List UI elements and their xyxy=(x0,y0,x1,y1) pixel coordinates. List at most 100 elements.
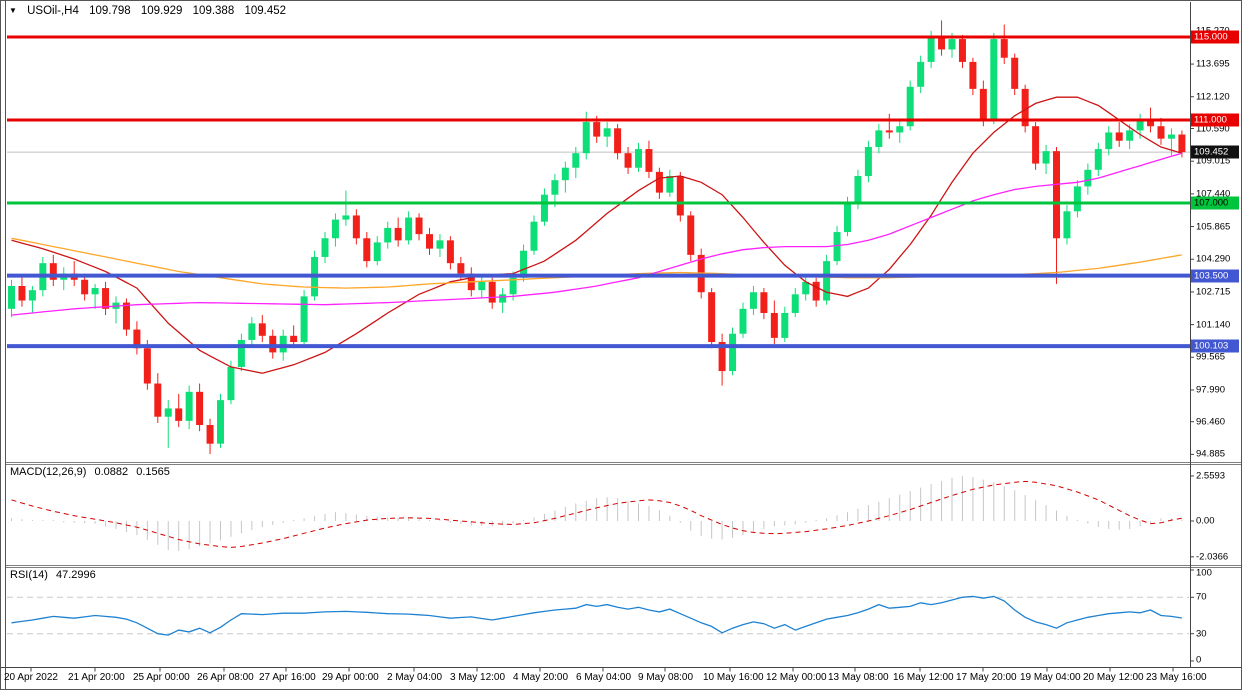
price-line-badge: 111.000 xyxy=(1191,113,1239,127)
candle-body xyxy=(342,215,350,220)
candle-body xyxy=(1157,126,1165,139)
macd-scale-label: 2.5593 xyxy=(1196,470,1226,482)
candle-body xyxy=(488,281,496,303)
candle-body xyxy=(844,203,851,233)
rsi-scale-label: 30 xyxy=(1196,628,1207,640)
candle-body xyxy=(635,149,642,168)
time-axis-label: 29 Apr 00:00 xyxy=(322,672,379,683)
candle-body xyxy=(28,290,36,301)
time-axis-label: 26 Apr 08:00 xyxy=(197,672,254,683)
macd-histogram xyxy=(11,476,1183,551)
candle-body xyxy=(1042,151,1050,164)
macd-indicator-label: MACD(12,26,9) 0.0882 0.1565 xyxy=(10,466,175,478)
candle-body xyxy=(164,408,172,417)
close-value: 109.452 xyxy=(244,5,287,17)
candle-body xyxy=(1021,88,1029,127)
candle-body xyxy=(499,294,507,303)
price-line-badge: 109.452 xyxy=(1191,145,1239,159)
price-line-badge: 107.000 xyxy=(1191,196,1239,210)
candle-body xyxy=(196,391,204,426)
candle-body xyxy=(446,240,454,264)
candle-body xyxy=(645,149,653,172)
time-axis-label: 17 May 20:00 xyxy=(956,672,1017,683)
candle-body xyxy=(802,281,810,295)
rsi-line xyxy=(11,595,1182,636)
ma-line-magenta xyxy=(11,152,1183,316)
candle-body xyxy=(739,308,747,334)
candle-body xyxy=(1167,134,1175,139)
price-tick-label: 109.015 xyxy=(1196,155,1231,167)
candle-body xyxy=(509,277,517,295)
candle-body xyxy=(875,130,883,147)
candle-body xyxy=(300,296,308,343)
candle-body xyxy=(561,167,569,181)
candle-body xyxy=(217,400,224,444)
candle-body xyxy=(885,130,893,133)
candle-body xyxy=(258,323,266,336)
candle-body xyxy=(1094,149,1102,170)
time-axis-label: 27 Apr 16:00 xyxy=(259,672,316,683)
price-line-badge: 115.000 xyxy=(1191,30,1239,44)
time-axis-label: 19 May 04:00 xyxy=(1020,672,1081,683)
candle-body xyxy=(979,88,987,120)
price-tick-label: 101.140 xyxy=(1196,319,1231,331)
time-axis-label: 10 May 16:00 xyxy=(703,672,764,683)
candle-body xyxy=(854,176,862,203)
macd-signal-line xyxy=(11,480,1182,548)
candle-body xyxy=(906,86,914,127)
candle-body xyxy=(290,335,298,343)
ma-line-red xyxy=(11,96,1183,374)
candle-body xyxy=(572,153,580,168)
price-tick-label: 105.865 xyxy=(1196,221,1231,233)
open-value: 109.798 xyxy=(89,5,131,17)
candle-body xyxy=(624,153,632,168)
candle-body xyxy=(927,37,935,62)
candle-body xyxy=(478,281,486,291)
time-axis-label: 20 Apr 2022 xyxy=(4,672,58,683)
symbol-timeframe-label: USOil-,H4 xyxy=(27,5,79,17)
price-tick-label: 110.590 xyxy=(1196,123,1230,134)
candle-body xyxy=(415,217,423,235)
price-tick-label: 113.695 xyxy=(1196,58,1230,70)
candle-body xyxy=(948,39,956,50)
candle-body xyxy=(91,288,99,295)
candle-body xyxy=(227,366,235,401)
candle-body xyxy=(384,227,392,243)
rsi-scale-label: 0 xyxy=(1196,654,1202,666)
candle-body xyxy=(133,329,141,349)
candle-body xyxy=(331,219,339,239)
candle-body xyxy=(729,333,737,372)
candle-body xyxy=(781,312,789,338)
candle-body xyxy=(676,176,684,216)
candle-body xyxy=(791,294,799,313)
candle-body xyxy=(708,292,716,343)
candle-body xyxy=(1178,134,1186,153)
candle-body xyxy=(237,339,245,367)
candle-body xyxy=(143,348,151,384)
candle-body xyxy=(864,146,872,177)
candle-body xyxy=(540,194,548,222)
price-tick-label: 96.460 xyxy=(1196,416,1226,428)
candle-body xyxy=(352,215,360,239)
candle-body xyxy=(248,323,256,340)
rsi-scale-label: 70 xyxy=(1196,591,1207,603)
candle-body xyxy=(185,391,193,421)
time-axis-label: 9 May 08:00 xyxy=(638,672,694,683)
candle-body xyxy=(749,292,757,309)
candle-body xyxy=(990,39,998,121)
time-axis-label: 12 May 00:00 xyxy=(766,672,827,683)
candle-body xyxy=(269,335,277,353)
rsi-scale-label: 100 xyxy=(1196,567,1212,579)
price-tick-label: 112.120 xyxy=(1196,91,1230,103)
macd-main-value: 0.0882 xyxy=(94,466,129,478)
candle-body xyxy=(373,242,381,262)
rsi-name: RSI(14) xyxy=(10,569,48,581)
candle-body xyxy=(1115,132,1123,141)
candles-layer xyxy=(8,20,1186,455)
candle-body xyxy=(1073,186,1081,212)
time-axis-label: 4 May 20:00 xyxy=(513,672,569,683)
candle-body xyxy=(687,215,695,255)
symbol-dropdown-icon[interactable]: ▼ xyxy=(9,6,17,15)
